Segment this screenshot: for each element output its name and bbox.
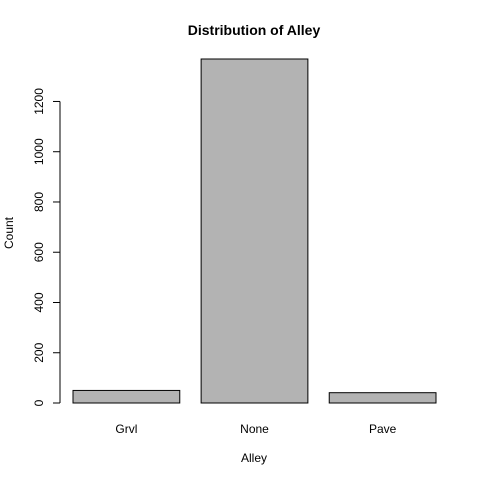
x-tick-label: Pave: [369, 422, 397, 436]
y-tick-label: 1200: [32, 88, 46, 115]
y-tick-label: 600: [32, 242, 46, 262]
x-tick-label: Grvl: [115, 422, 137, 436]
chart-title: Distribution of Alley: [188, 22, 321, 38]
y-tick-label: 800: [32, 192, 46, 212]
x-tick-labels: Grvl None Pave: [115, 422, 396, 436]
x-tick-label: None: [240, 422, 269, 436]
y-axis: 0 200 400 600 800 1000 1200: [32, 88, 60, 407]
bar-none: [201, 59, 308, 403]
x-axis-label: Alley: [241, 451, 267, 465]
y-tick-label: 1000: [32, 138, 46, 165]
bar-grvl: [73, 390, 180, 403]
y-tick-label: 400: [32, 292, 46, 312]
y-tick-label: 0: [32, 399, 46, 406]
y-axis-label: Count: [2, 216, 16, 249]
y-tick-label: 200: [32, 342, 46, 362]
bar-pave: [329, 393, 436, 403]
bars-group: [73, 59, 436, 403]
